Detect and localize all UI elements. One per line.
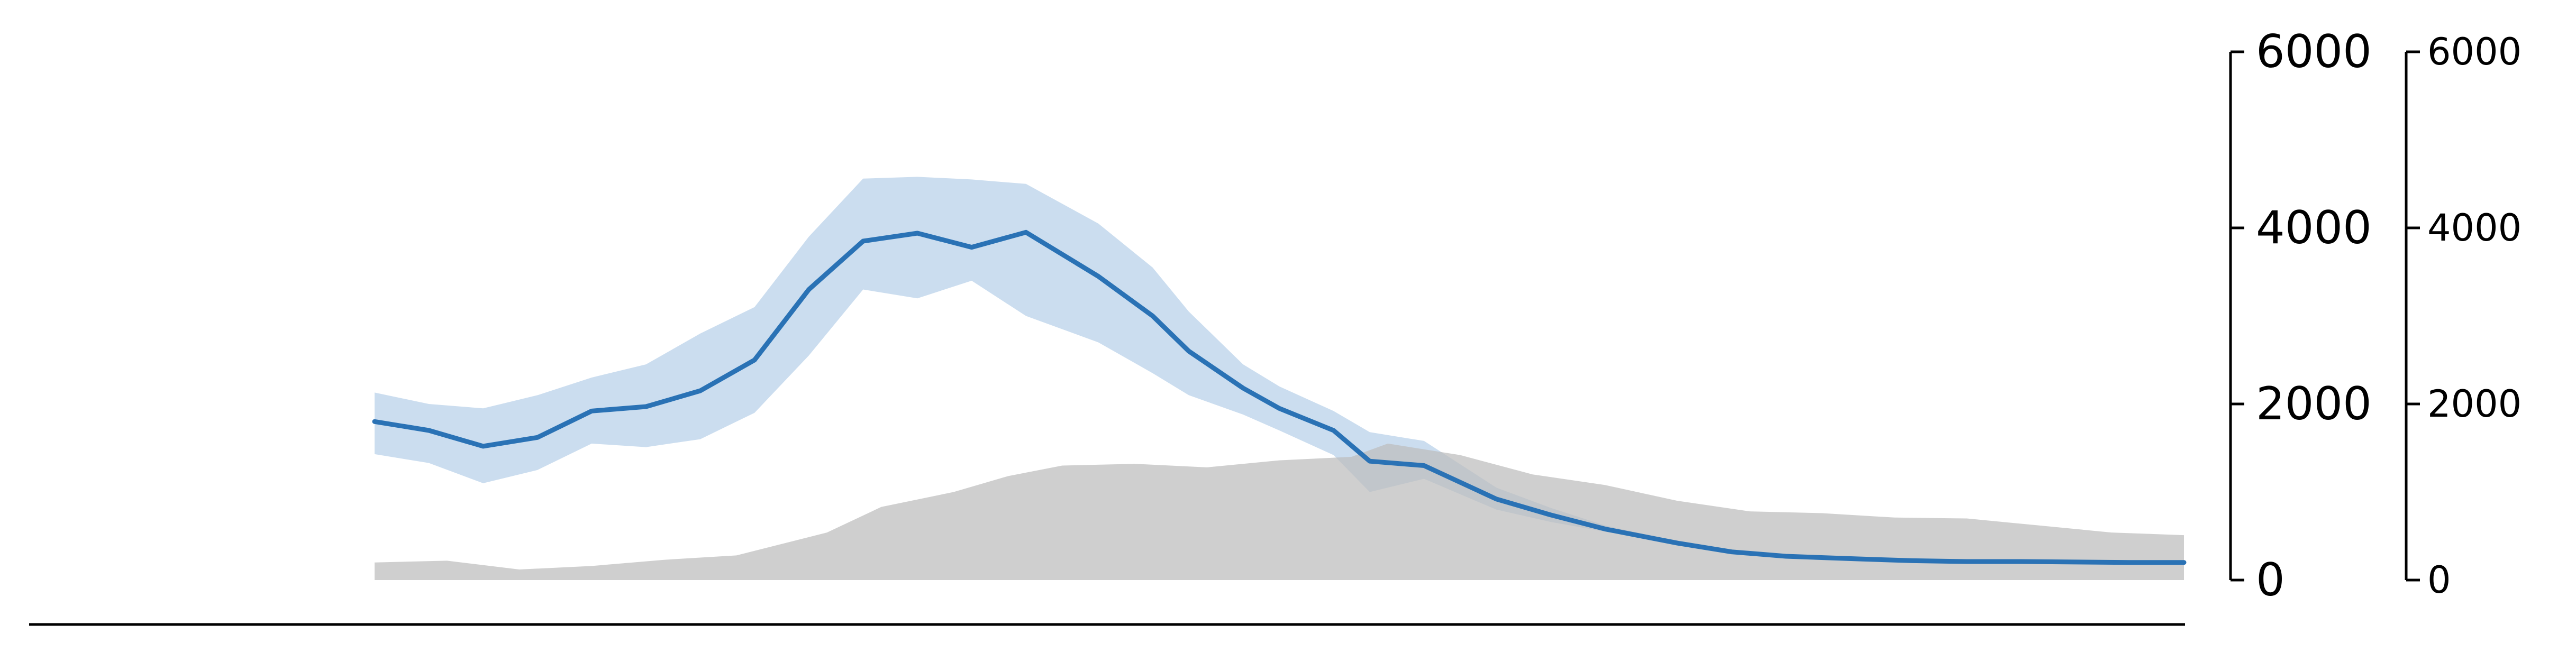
- right-axis-inner: 0 2000 4000 6000: [2229, 25, 2372, 606]
- right-axis-outer-tick-label: 4000: [2427, 206, 2522, 250]
- right-axis-outer-tick-label: 0: [2427, 558, 2451, 602]
- right-axis-outer-tick-label: 2000: [2427, 382, 2522, 426]
- right-axis-inner-tick-label: 2000: [2256, 378, 2372, 430]
- right-axis-inner-tick-label: 0: [2256, 554, 2285, 606]
- right-axis-outer-tick-label: 6000: [2427, 30, 2522, 73]
- line-series-0: [372, 229, 2187, 565]
- right-axis-outer: 0 2000 4000 6000: [2405, 30, 2522, 602]
- area-series-1: [375, 443, 2184, 580]
- line-layer: [372, 229, 2187, 565]
- right-axis-inner-tick-label: 4000: [2256, 201, 2372, 254]
- right-axis-inner-tick-label: 6000: [2256, 25, 2372, 78]
- area-layer: [375, 443, 2184, 580]
